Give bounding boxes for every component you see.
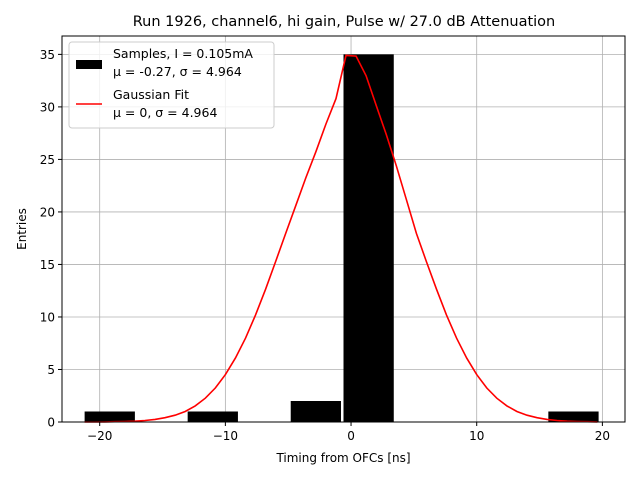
legend-fit-stats: μ = 0, σ = 4.964 [113, 105, 217, 120]
x-tick-label: 20 [595, 429, 610, 443]
x-tick-label: −10 [213, 429, 238, 443]
x-tick-label: −20 [87, 429, 112, 443]
y-tick-label: 30 [40, 100, 55, 114]
legend-samples-name: Samples, I = 0.105mA [113, 46, 253, 61]
legend: Samples, I = 0.105mA μ = -0.27, σ = 4.96… [68, 41, 275, 129]
y-tick-label: 5 [47, 363, 55, 377]
y-tick-label: 35 [40, 48, 55, 62]
y-axis-label: Entries [15, 208, 29, 250]
plot-frame [61, 35, 626, 423]
legend-samples-stats: μ = -0.27, σ = 4.964 [113, 64, 242, 79]
y-tick-label: 20 [40, 205, 55, 219]
x-axis-ticks: −20 −10 0 10 20 [87, 422, 610, 443]
legend-fit-name: Gaussian Fit [113, 87, 189, 102]
legend-samples-swatch [76, 60, 102, 69]
histogram-bar [548, 411, 599, 422]
y-tick-label: 0 [47, 416, 55, 430]
x-axis-label: Timing from OFCs [ns] [275, 451, 410, 465]
histogram-bar [84, 411, 135, 422]
histogram-bars [84, 54, 599, 422]
y-axis-ticks: 0 5 10 15 20 25 30 35 [40, 48, 62, 430]
y-tick-label: 15 [40, 258, 55, 272]
x-tick-label: 10 [469, 429, 484, 443]
y-tick-label: 10 [40, 310, 55, 324]
histogram-bar [187, 411, 238, 422]
gaussian-fit-line [84, 54, 598, 423]
legend-box [68, 41, 275, 129]
histogram-bar [290, 400, 341, 422]
histogram-bar [343, 54, 394, 422]
chart-title: Run 1926, channel6, hi gain, Pulse w/ 27… [133, 14, 556, 30]
y-tick-label: 25 [40, 153, 55, 167]
x-tick-label: 0 [347, 429, 355, 443]
